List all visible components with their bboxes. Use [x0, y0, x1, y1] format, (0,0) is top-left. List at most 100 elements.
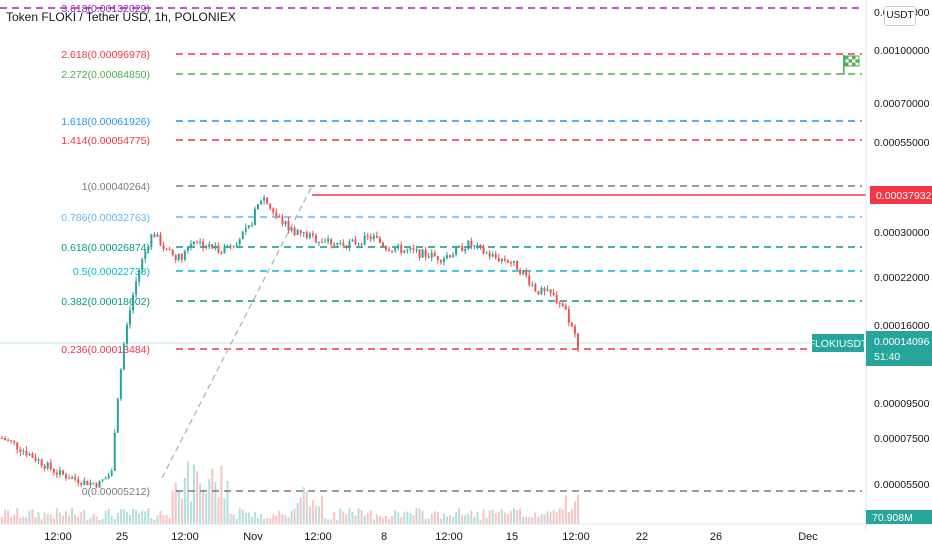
countdown-text: 51:40: [874, 351, 900, 363]
volume-bar: [327, 519, 330, 524]
volume-bar: [186, 461, 189, 524]
candle-body: [260, 200, 263, 205]
volume-bar: [449, 515, 451, 524]
candle-body: [74, 477, 77, 480]
volume-bar: [135, 510, 138, 524]
volume-bar: [421, 510, 424, 524]
volume-bar: [244, 513, 247, 524]
candle-body: [281, 216, 284, 225]
volume-bar: [543, 514, 546, 524]
candle-body: [351, 239, 354, 242]
candle-body: [293, 227, 296, 235]
symbol-tag-text: FLOKIUSDT: [809, 338, 869, 350]
volume-bar: [65, 511, 67, 524]
candle-body: [485, 252, 488, 254]
volume-bar: [525, 516, 528, 524]
candle-body: [284, 221, 287, 225]
candle-body: [138, 269, 141, 282]
volume-bar: [68, 515, 71, 524]
candle-body: [424, 249, 427, 257]
candle-body: [116, 398, 119, 433]
candle-body: [528, 275, 531, 285]
currency-button[interactable]: USDT: [884, 6, 916, 26]
candle-body: [4, 438, 7, 441]
candle-body: [217, 245, 220, 253]
candle-body: [333, 244, 336, 246]
volume-bar: [381, 518, 384, 524]
candle-body: [470, 240, 473, 247]
time-tick-label: 12:00: [44, 531, 72, 543]
time-tick-label: 25: [116, 531, 128, 543]
candle-body: [186, 246, 189, 251]
candle-body: [10, 440, 13, 442]
fib-level-label: 1(0.00040264): [82, 181, 150, 193]
candles: [0, 195, 866, 489]
volume-bar: [199, 483, 202, 524]
volume-bar: [473, 516, 476, 524]
volume-bar: [235, 518, 238, 524]
candle-body: [150, 234, 153, 247]
candle-body: [250, 224, 253, 226]
volume-bar: [174, 482, 177, 524]
candle-body: [196, 241, 199, 243]
candle-body: [55, 472, 58, 475]
volume-bar: [397, 512, 400, 524]
candle-body: [278, 216, 281, 218]
candle-body: [287, 221, 290, 231]
volume-bar: [71, 508, 74, 524]
candle-body: [546, 289, 549, 291]
time-tick-label: 22: [636, 531, 648, 543]
candle-body: [302, 232, 305, 234]
volume-tag: 70.908M: [866, 510, 932, 524]
fib-level-label: 0.5(0.00022738): [73, 266, 150, 278]
candle-body: [503, 258, 506, 261]
volume-bar: [147, 508, 150, 524]
candle-body: [570, 322, 573, 327]
candle-body: [564, 305, 567, 310]
volume-bar: [141, 510, 144, 524]
candle-body: [95, 483, 98, 488]
volume-bar: [74, 514, 77, 524]
volume-bar: [281, 514, 284, 524]
volume-bar: [220, 465, 223, 524]
volume-bar: [177, 491, 180, 524]
volume-bar: [342, 511, 345, 524]
candle-body: [177, 253, 180, 261]
candle-body: [433, 252, 436, 257]
candle-body: [269, 203, 272, 209]
volume-bar: [464, 514, 467, 524]
fib-level-label: 0.382(0.00018602): [61, 296, 150, 308]
volume-bar: [418, 508, 421, 524]
candle-body: [214, 245, 217, 249]
time-tick-label: Dec: [798, 531, 818, 543]
candle-body: [241, 231, 244, 240]
volume-bar: [430, 514, 433, 524]
volume-bar: [43, 512, 46, 524]
candle-body: [561, 303, 564, 306]
volume-bar: [113, 519, 116, 524]
candle-body: [348, 241, 351, 248]
candle-body: [272, 208, 275, 213]
candle-body: [479, 244, 482, 247]
candle-body: [119, 369, 122, 399]
price-tick-label: 0.00005500: [874, 479, 930, 491]
volume-bar: [107, 508, 110, 524]
volume-bar: [455, 512, 458, 524]
volume-bar: [461, 514, 464, 524]
candle-body: [558, 303, 561, 305]
candle-body: [65, 474, 67, 479]
volume-bar: [567, 512, 570, 524]
candle-body: [25, 450, 28, 456]
time-tick-label: 8: [381, 531, 387, 543]
flag-icon[interactable]: [843, 55, 860, 75]
candle-body: [363, 235, 366, 245]
candle-body: [509, 262, 512, 264]
time-tick-label: 26: [710, 531, 722, 543]
candle-body: [513, 260, 515, 263]
volume-bar: [394, 509, 397, 524]
candle-body: [324, 241, 327, 243]
volume-bar: [34, 517, 37, 524]
volume-bar: [534, 512, 537, 524]
volume-bar: [260, 514, 263, 524]
